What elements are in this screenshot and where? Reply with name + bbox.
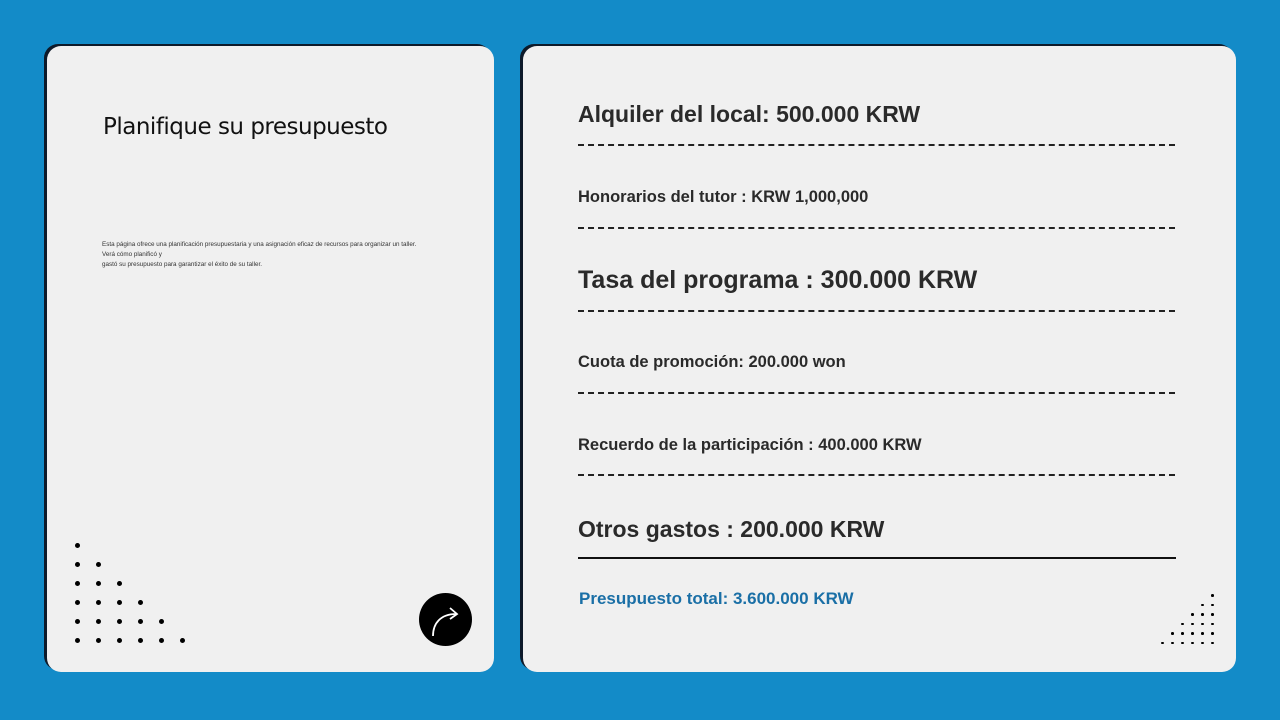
dot [75, 543, 80, 548]
dot [138, 638, 143, 643]
dot [1211, 622, 1214, 625]
dot [1181, 622, 1184, 625]
dot [1201, 632, 1204, 635]
dot [138, 600, 143, 605]
page-title: Planifique su presupuesto [103, 114, 388, 140]
divider [578, 144, 1175, 146]
dot [1201, 641, 1204, 644]
budget-item-souvenir: Recuerdo de la participación : 400.000 K… [578, 436, 922, 454]
dot [1211, 603, 1214, 606]
budget-total: Presupuesto total: 3.600.000 KRW [579, 589, 854, 608]
divider [578, 310, 1175, 312]
dot [96, 562, 101, 567]
dot [1211, 594, 1214, 597]
budget-item-promotion: Cuota de promoción: 200.000 won [578, 353, 846, 371]
dot [1201, 603, 1204, 606]
divider [578, 227, 1175, 229]
divider [578, 474, 1175, 476]
intro-card: Planifique su presupuesto Esta página of… [47, 46, 494, 672]
dot [180, 638, 185, 643]
dot [96, 581, 101, 586]
dot [117, 581, 122, 586]
dot [1211, 632, 1214, 635]
curved-arrow-right-icon [432, 607, 459, 637]
dot [1171, 632, 1174, 635]
dot [75, 619, 80, 624]
budget-item-venue: Alquiler del local: 500.000 KRW [578, 101, 921, 127]
dot [1181, 632, 1184, 635]
dot [75, 581, 80, 586]
next-button[interactable] [419, 593, 472, 646]
dot [96, 619, 101, 624]
dot [138, 619, 143, 624]
budget-item-tutor: Honorarios del tutor : KRW 1,000,000 [578, 188, 869, 206]
total-divider [578, 557, 1176, 559]
description-text: Esta página ofrece una planificación pre… [102, 241, 417, 268]
dot [1191, 613, 1194, 616]
dot [1191, 641, 1194, 644]
dot [1171, 641, 1174, 644]
dot [75, 638, 80, 643]
divider [578, 392, 1175, 394]
dot [96, 638, 101, 643]
dot [1181, 641, 1184, 644]
dot [1191, 632, 1194, 635]
dot [1161, 641, 1164, 644]
dot [159, 638, 164, 643]
dot [117, 638, 122, 643]
dot [1201, 622, 1204, 625]
dot [1201, 613, 1204, 616]
budget-card: Alquiler del local: 500.000 KRW Honorari… [523, 46, 1236, 672]
dot [117, 619, 122, 624]
dot [159, 619, 164, 624]
dot [75, 600, 80, 605]
dot [117, 600, 122, 605]
dot [1211, 613, 1214, 616]
dot [1211, 641, 1214, 644]
dot [96, 600, 101, 605]
budget-item-program: Tasa del programa : 300.000 KRW [578, 266, 978, 294]
dot [1191, 622, 1194, 625]
budget-item-other: Otros gastos : 200.000 KRW [578, 516, 885, 542]
dot [75, 562, 80, 567]
